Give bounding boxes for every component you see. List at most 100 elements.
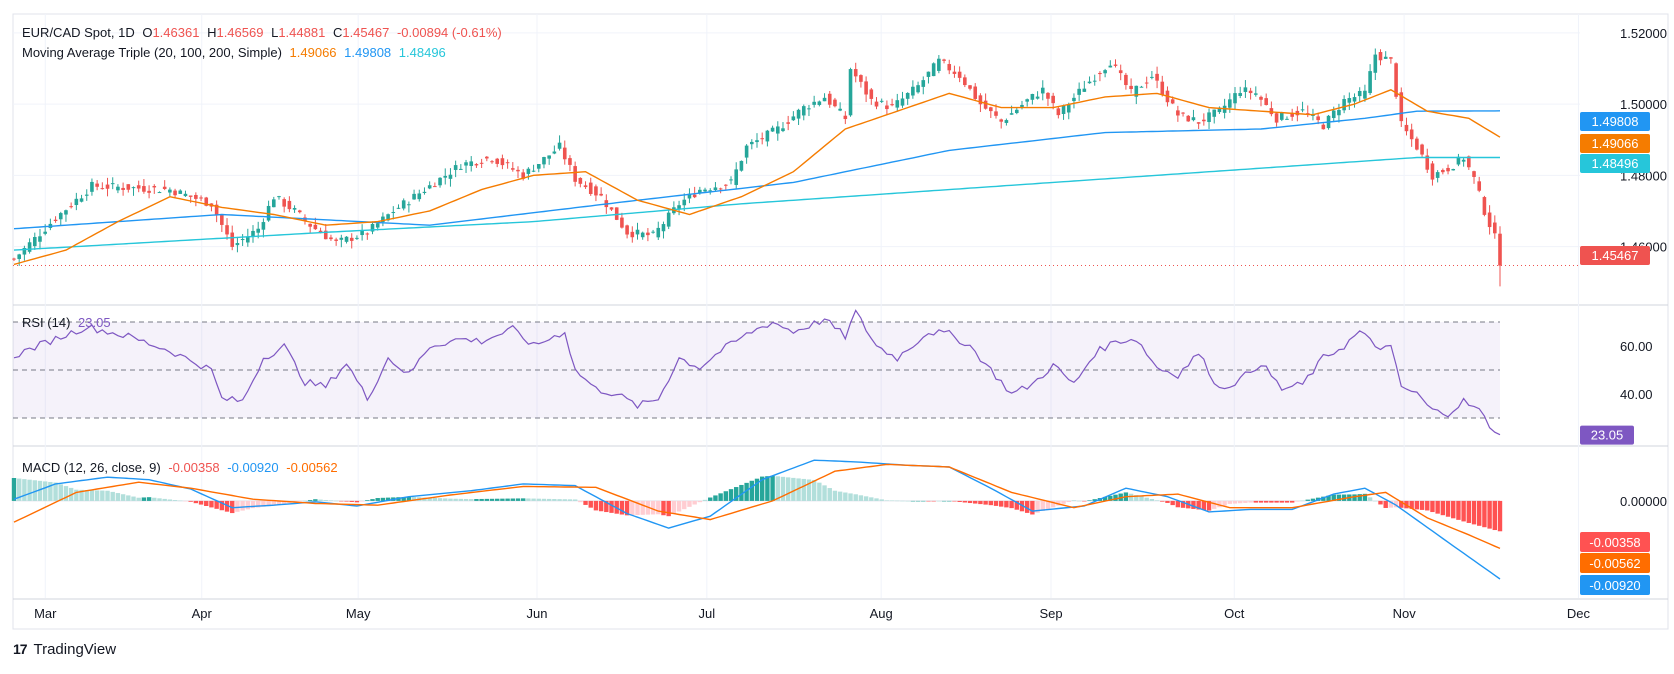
- macd-histogram-bar: [401, 496, 406, 501]
- candle-body: [1279, 112, 1284, 120]
- macd-histogram-bar: [900, 500, 905, 502]
- candle: [578, 177, 583, 188]
- time-tick-label: Apr: [192, 606, 213, 621]
- macd-histogram-bar: [1108, 495, 1113, 501]
- macd-pane: [11, 459, 1503, 580]
- macd-histogram-bar: [635, 500, 640, 515]
- candle: [1144, 76, 1149, 89]
- candle-body: [1113, 64, 1118, 66]
- candle: [963, 74, 967, 88]
- candle: [760, 132, 764, 145]
- macd-histogram-bar: [318, 499, 323, 501]
- candle: [573, 161, 577, 187]
- candle: [557, 135, 562, 151]
- candle: [220, 214, 224, 232]
- candle: [937, 55, 941, 74]
- candle-body: [391, 212, 396, 214]
- candle: [1129, 78, 1133, 94]
- macd-histogram-bar: [973, 500, 978, 504]
- candle: [1181, 112, 1185, 117]
- candle-body: [521, 172, 525, 179]
- macd-histogram-bar: [1040, 500, 1045, 511]
- macd-histogram-bar: [48, 481, 53, 501]
- candle-body: [1394, 63, 1398, 97]
- candle: [1274, 112, 1279, 127]
- macd-histogram-bar: [604, 500, 609, 513]
- candle: [173, 188, 177, 198]
- candle: [1253, 86, 1258, 97]
- macd-histogram-bar: [1024, 500, 1030, 513]
- macd-badge: -0.00920: [1580, 575, 1650, 595]
- tradingview-brand[interactable]: 17 TradingView: [13, 641, 116, 658]
- candle: [1061, 104, 1066, 120]
- macd-histogram-bar: [1487, 500, 1492, 529]
- macd-histogram-bar: [79, 489, 84, 501]
- candle-body: [989, 107, 993, 112]
- candle-body: [1087, 81, 1092, 84]
- macd-histogram-bar: [811, 479, 817, 501]
- candle-body: [1347, 98, 1352, 103]
- macd-legend[interactable]: MACD (12, 26, close, 9) -0.00358 -0.0092…: [22, 460, 342, 475]
- candle-body: [136, 185, 141, 189]
- candle: [1124, 72, 1128, 90]
- macd-histogram-bar: [796, 478, 801, 501]
- candle-body: [536, 164, 541, 169]
- candle: [827, 90, 832, 108]
- macd-histogram-bar: [245, 500, 251, 510]
- candle: [1186, 115, 1191, 122]
- candle-body: [869, 89, 874, 99]
- candle: [1399, 87, 1404, 127]
- candle-body: [1451, 169, 1456, 171]
- candle-body: [38, 236, 42, 242]
- macd-histogram-bar: [708, 497, 713, 501]
- candle-body: [750, 141, 754, 145]
- candle: [131, 186, 136, 196]
- macd-hist-value: -0.00358: [168, 460, 220, 475]
- macd-histogram-bar: [936, 500, 942, 502]
- low-value: L1.44881: [271, 25, 326, 40]
- candle: [17, 253, 21, 266]
- macd-histogram-bar: [1243, 500, 1248, 503]
- candle: [370, 221, 375, 235]
- macd-histogram-bar: [188, 500, 193, 502]
- macd-histogram-bar: [983, 500, 988, 505]
- symbol-title[interactable]: EUR/CAD Spot, 1D: [22, 25, 135, 40]
- candle-body: [1446, 167, 1450, 172]
- candle-body: [760, 138, 764, 140]
- macd-histogram-bar: [1435, 500, 1440, 514]
- candle: [796, 108, 801, 125]
- candle: [1004, 118, 1009, 126]
- candle-body: [271, 199, 276, 208]
- candle: [635, 222, 640, 240]
- rsi-label: RSI (14): [22, 315, 71, 330]
- price-badge: 1.49808: [1580, 112, 1650, 131]
- candle-body: [90, 181, 94, 192]
- ma-legend[interactable]: Moving Average Triple (20, 100, 200, Sim…: [22, 45, 450, 60]
- ma100-line: [13, 110, 1501, 230]
- candle: [775, 121, 780, 141]
- candle-body: [853, 69, 858, 77]
- candle-body: [1066, 104, 1071, 113]
- candle: [848, 67, 853, 117]
- candle-body: [775, 126, 780, 134]
- candle: [147, 185, 151, 199]
- macd-histogram-bar: [785, 477, 791, 501]
- candle-body: [583, 185, 588, 188]
- price-badge-bg: [1580, 134, 1650, 153]
- candle: [1430, 161, 1435, 186]
- candle: [1243, 80, 1248, 98]
- candle: [672, 201, 676, 215]
- candle: [1441, 168, 1445, 175]
- macd-histogram-bar: [1113, 494, 1118, 501]
- candle-body: [510, 168, 515, 170]
- candle: [1420, 143, 1424, 157]
- candle-body: [131, 187, 136, 189]
- candle: [1259, 95, 1263, 107]
- macd-histogram-bar: [921, 500, 926, 502]
- candle-body: [12, 258, 16, 260]
- macd-histogram-bar: [1357, 494, 1362, 501]
- macd-histogram-bar: [1367, 497, 1373, 501]
- ma200-line: [13, 156, 1500, 251]
- rsi-legend[interactable]: RSI (14) 23.05: [22, 315, 115, 330]
- macd-histogram-bar: [1399, 500, 1404, 508]
